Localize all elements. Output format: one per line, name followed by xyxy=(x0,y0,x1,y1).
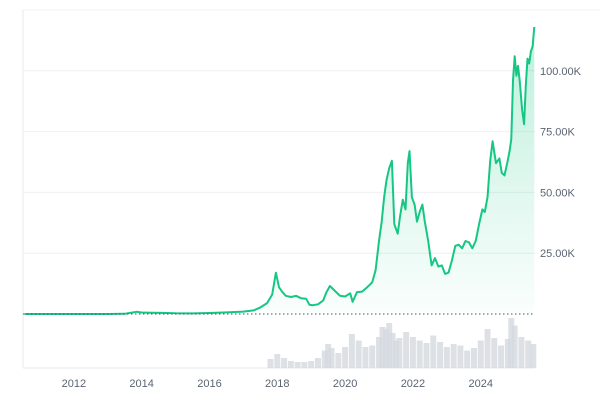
price-area xyxy=(24,27,535,314)
volume-bars xyxy=(267,318,537,368)
x-tick-label: 2014 xyxy=(129,378,153,390)
volume-bar xyxy=(369,345,376,368)
volume-bar xyxy=(416,340,423,368)
x-tick-label: 2024 xyxy=(469,378,493,390)
volume-bar xyxy=(342,347,349,368)
volume-bar xyxy=(267,359,274,368)
x-axis-labels: 2012 2014 2016 2018 2020 2022 2024 xyxy=(62,378,493,390)
volume-bar xyxy=(470,348,477,368)
volume-bar xyxy=(301,362,308,368)
volume-bar xyxy=(335,353,342,368)
x-tick-label: 2020 xyxy=(333,378,357,390)
volume-bar xyxy=(525,340,532,368)
volume-bar xyxy=(362,347,369,368)
volume-bar xyxy=(328,348,335,368)
volume-bar xyxy=(491,338,498,368)
y-tick-label: 50.00K xyxy=(540,187,576,199)
volume-bar xyxy=(511,325,518,368)
volume-bar xyxy=(508,318,515,368)
volume-bar xyxy=(348,334,355,368)
volume-bar xyxy=(386,323,393,368)
volume-bar xyxy=(382,329,389,368)
volume-bar xyxy=(376,337,383,368)
x-tick-label: 2022 xyxy=(401,378,425,390)
volume-bar xyxy=(355,340,362,368)
volume-bar xyxy=(484,329,491,368)
y-axis-labels: 25.00K 50.00K 75.00K 100.00K xyxy=(540,66,582,260)
volume-bar xyxy=(392,340,399,368)
volume-bar xyxy=(287,361,294,368)
volume-bar xyxy=(443,347,450,368)
price-series xyxy=(24,26,536,315)
volume-bar xyxy=(281,358,288,368)
volume-bar xyxy=(437,342,444,368)
volume-bar xyxy=(504,339,511,368)
volume-bar xyxy=(457,345,464,368)
volume-bar xyxy=(379,327,386,368)
volume-bar xyxy=(403,332,410,368)
volume-bar xyxy=(308,361,315,368)
volume-bar xyxy=(423,343,430,368)
volume-bar xyxy=(294,362,301,368)
y-tick-label: 75.00K xyxy=(540,127,576,139)
volume-bar xyxy=(464,350,471,368)
volume-bar xyxy=(321,350,328,368)
volume-bar xyxy=(314,358,321,368)
volume-bar xyxy=(396,338,403,368)
x-tick-label: 2016 xyxy=(197,378,221,390)
volume-bar xyxy=(518,337,525,368)
y-tick-label: 25.00K xyxy=(540,248,576,260)
volume-bar xyxy=(325,344,332,368)
x-tick-label: 2018 xyxy=(265,378,289,390)
volume-bar xyxy=(477,340,484,368)
x-tick-label: 2012 xyxy=(62,378,86,390)
volume-bar xyxy=(450,344,457,368)
price-line[interactable] xyxy=(24,26,536,315)
volume-bar xyxy=(498,345,505,368)
y-tick-label: 100.00K xyxy=(540,66,582,78)
volume-bar xyxy=(274,354,281,368)
grid-lines xyxy=(23,70,535,254)
volume-bar xyxy=(409,337,416,368)
volume-bar xyxy=(530,344,537,368)
volume-bar xyxy=(389,333,396,368)
volume-bar xyxy=(430,335,437,368)
